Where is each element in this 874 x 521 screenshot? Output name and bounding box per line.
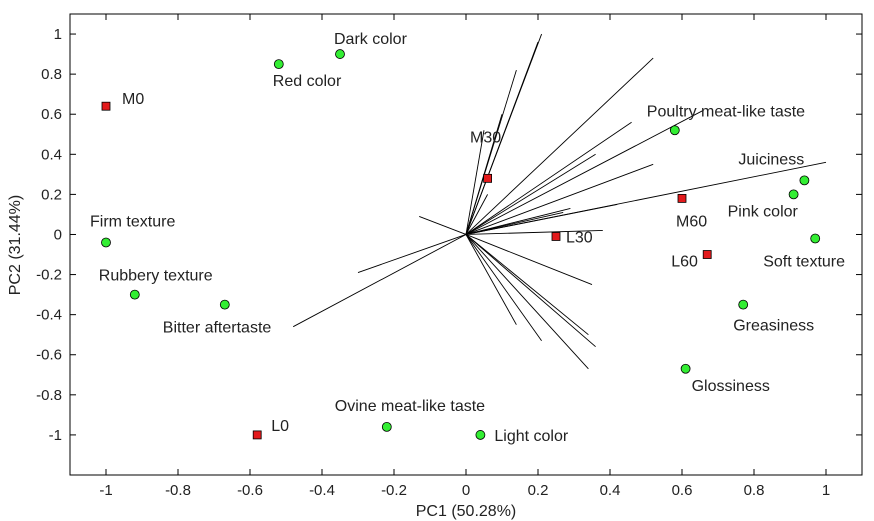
x-tick-label: 0.4 bbox=[600, 482, 621, 499]
y-tick-label: 1 bbox=[54, 26, 62, 43]
sample-point-m60 bbox=[677, 193, 687, 203]
loading-vector-21 bbox=[465, 234, 542, 341]
loading-vectors bbox=[292, 33, 827, 370]
sample-point-l0 bbox=[252, 430, 262, 440]
point-label-greasiness: Greasiness bbox=[733, 318, 814, 335]
y-tick-label: 0.6 bbox=[41, 106, 62, 123]
x-tick-label: 1 bbox=[822, 482, 830, 499]
y-tick-label: -0.4 bbox=[36, 307, 62, 324]
attribute-point-firm-texture bbox=[101, 237, 111, 248]
loading-vector-17 bbox=[465, 234, 593, 286]
loading-vector-11 bbox=[465, 161, 827, 235]
y-tick-label: 0.8 bbox=[41, 66, 62, 83]
point-label-l60: L60 bbox=[671, 254, 698, 271]
sample-point-l60 bbox=[702, 250, 712, 259]
loading-vector-20 bbox=[465, 234, 517, 325]
x-tick-label: -0.4 bbox=[309, 482, 335, 499]
x-tick-label: -0.2 bbox=[381, 482, 407, 499]
y-axis-title: PC2 (31.44%) bbox=[7, 195, 24, 296]
x-axis-title: PC1 (50.28%) bbox=[416, 503, 517, 520]
loading-vector-16 bbox=[465, 194, 488, 235]
loading-vector-13 bbox=[465, 211, 564, 235]
loading-vector-9 bbox=[465, 163, 654, 235]
point-label-glossiness: Glossiness bbox=[692, 378, 770, 395]
attribute-point-glossiness bbox=[680, 363, 691, 374]
point-label-rubbery-texture: Rubbery texture bbox=[99, 268, 213, 285]
loading-vector-4 bbox=[465, 130, 485, 235]
sample-point-m0 bbox=[101, 101, 111, 111]
point-label-l0: L0 bbox=[271, 418, 289, 435]
attribute-point-rubbery-texture bbox=[129, 289, 140, 300]
attribute-point-juiciness bbox=[799, 175, 810, 186]
loading-vector-6 bbox=[465, 109, 704, 235]
point-label-juiciness: Juiciness bbox=[738, 151, 804, 168]
point-label-bitter-aftertaste: Bitter aftertaste bbox=[163, 320, 272, 337]
y-tick-label: -1 bbox=[49, 427, 62, 444]
loading-vector-14 bbox=[465, 230, 603, 235]
attribute-point-soft-texture bbox=[810, 233, 821, 244]
y-tick-label: -0.2 bbox=[36, 267, 62, 284]
loading-vector-1 bbox=[465, 41, 539, 235]
loading-vector-23 bbox=[465, 234, 596, 348]
axis-ticks: -1 -0.8 -0.6 -0.4 -0.2 0 0.2 0.4 0.6 0.8 1 -1 -0.8 -0… bbox=[36, 14, 862, 499]
loading-vector-24 bbox=[465, 234, 589, 370]
x-tick-label: 0.8 bbox=[744, 482, 765, 499]
point-label-pink-color: Pink color bbox=[728, 203, 799, 220]
loading-vector-15 bbox=[419, 216, 467, 235]
point-label-light-color: Light color bbox=[494, 428, 568, 445]
x-tick-label: 0 bbox=[462, 482, 470, 499]
attribute-point-dark-color bbox=[335, 49, 345, 59]
sample-point-m30 bbox=[483, 173, 493, 183]
y-tick-label: -0.6 bbox=[36, 347, 62, 364]
point-label-ovine-meat-like-taste: Ovine meat-like taste bbox=[335, 398, 485, 415]
attribute-point-bitter-aftertaste bbox=[219, 299, 230, 310]
y-tick-label: 0 bbox=[54, 226, 62, 243]
point-label-l30: L30 bbox=[566, 229, 593, 246]
loading-vector-18 bbox=[357, 234, 467, 273]
loading-vector-22 bbox=[465, 234, 589, 336]
attribute-point-pink-color bbox=[788, 189, 799, 200]
loading-vector-5 bbox=[465, 57, 654, 235]
loading-vector-8 bbox=[465, 153, 596, 235]
point-label-m0: M0 bbox=[122, 91, 144, 108]
y-tick-label: 0.4 bbox=[41, 146, 62, 163]
point-label-poultry-meat-like-taste: Poultry meat-like taste bbox=[647, 103, 805, 120]
point-label-red-color: Red color bbox=[273, 73, 342, 90]
attribute-point-red-color bbox=[273, 59, 284, 70]
point-label-soft-texture: Soft texture bbox=[763, 253, 845, 270]
attribute-point-greasiness bbox=[738, 299, 749, 310]
point-label-firm-texture: Firm texture bbox=[90, 213, 175, 230]
x-tick-label: 0.2 bbox=[528, 482, 549, 499]
attribute-point-light-color bbox=[475, 430, 486, 440]
attribute-point-ovine-meat-like-taste bbox=[381, 421, 392, 432]
loading-vector-19 bbox=[292, 234, 467, 328]
point-label-m60: M60 bbox=[676, 213, 707, 230]
y-tick-label: -0.8 bbox=[36, 387, 62, 404]
attribute-point-poultry-meat-like-taste bbox=[669, 125, 680, 136]
point-label-dark-color: Dark color bbox=[334, 31, 408, 48]
point-label-m30: M30 bbox=[470, 129, 501, 146]
x-tick-label: 0.6 bbox=[672, 482, 693, 499]
loading-vector-7 bbox=[465, 121, 632, 235]
x-tick-label: -0.6 bbox=[237, 482, 263, 499]
score-points: M0 M30 M60 L30 L60 L0 Dark color Red color Poult… bbox=[90, 31, 845, 445]
x-tick-label: -0.8 bbox=[165, 482, 191, 499]
y-tick-label: 0.2 bbox=[41, 186, 62, 203]
sample-point-l30 bbox=[551, 232, 561, 241]
x-tick-label: -1 bbox=[99, 482, 112, 499]
